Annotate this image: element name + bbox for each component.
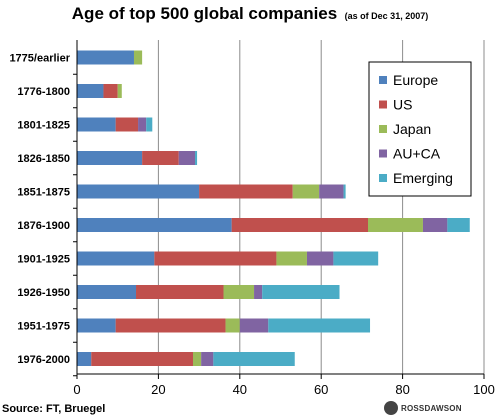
bar-segment-europe — [77, 318, 116, 333]
bar-segment-japan — [368, 218, 423, 232]
brand-mark: ROSSDAWSON — [384, 401, 462, 415]
x-tick-label: 80 — [395, 382, 409, 397]
bar-segment-au-ca — [239, 318, 269, 333]
bar-segment-us — [154, 251, 277, 266]
bar-segment-us — [115, 318, 226, 333]
bar-segment-europe — [77, 251, 155, 266]
y-category-label: 1776-1800 — [17, 86, 70, 98]
legend-swatch — [379, 149, 387, 158]
bar-segment-japan — [133, 50, 143, 65]
bar-segment-japan — [225, 318, 240, 333]
x-tick-label: 20 — [151, 382, 165, 397]
bar-segment-europe — [77, 218, 232, 232]
bar-segment-emerging — [268, 318, 371, 333]
bar-segment-europe — [77, 84, 104, 98]
bar-segment-au-ca — [319, 184, 344, 199]
brand-logo-icon — [384, 401, 398, 415]
bar-segment-japan — [117, 84, 122, 98]
bar-segment-emerging — [195, 151, 198, 165]
x-tick-label: 0 — [73, 382, 80, 397]
x-tick-label: 100 — [473, 382, 495, 397]
bar-segment-emerging — [146, 117, 153, 132]
legend-label: Emerging — [393, 170, 453, 186]
bar-segment-au-ca — [254, 285, 263, 299]
x-tick-label: 60 — [314, 382, 328, 397]
bar-segment-us — [91, 352, 193, 366]
y-category-label: 1801-1825 — [17, 120, 70, 132]
bar-segment-emerging — [213, 352, 295, 366]
legend-swatch — [379, 125, 387, 133]
bar-segment-japan — [276, 251, 307, 266]
bar-segment-europe — [77, 184, 200, 199]
x-tick-label: 40 — [233, 382, 247, 397]
bar-segment-us — [103, 84, 118, 98]
bar-segment-europe — [77, 285, 137, 299]
bar-segment-emerging — [343, 184, 346, 199]
brand-text: ROSSDAWSON — [401, 403, 462, 413]
bar-segment-japan — [292, 184, 320, 199]
bar-segment-au-ca — [138, 117, 147, 132]
bar-segment-emerging — [262, 285, 340, 299]
bar-segment-emerging — [447, 218, 470, 232]
bar-segment-us — [115, 117, 139, 132]
chart-subtitle: (as of Dec 31, 2007) — [344, 11, 429, 21]
bar-segment-europe — [77, 117, 116, 132]
legend-label: AU+CA — [393, 146, 441, 162]
bar-segment-au-ca — [306, 251, 334, 266]
y-category-label: 1826-1850 — [17, 153, 70, 165]
bar-segment-us — [231, 218, 369, 232]
y-category-label: 1976-2000 — [17, 354, 70, 366]
y-category-label: 1901-1925 — [17, 254, 70, 266]
bar-segment-japan — [223, 285, 255, 299]
legend-swatch — [379, 100, 387, 109]
bar-segment-us — [136, 285, 224, 299]
y-category-label: 1951-1975 — [17, 321, 70, 333]
source-note: Source: FT, Bruegel — [2, 403, 106, 415]
chart-title: Age of top 500 global companies — [71, 4, 338, 23]
bar-segment-us — [199, 184, 293, 199]
bar-segment-europe — [77, 352, 92, 366]
bar-segment-us — [142, 151, 179, 165]
legend-swatch — [379, 174, 387, 182]
chart-title-row: Age of top 500 global companies (as of D… — [0, 4, 500, 24]
bar-segment-au-ca — [178, 151, 196, 165]
bar-segment-au-ca — [422, 218, 448, 232]
bar-segment-europe — [77, 151, 143, 165]
y-category-label: 1775/earlier — [9, 53, 70, 65]
y-category-label: 1876-1900 — [17, 220, 70, 232]
bar-segment-emerging — [333, 251, 379, 266]
legend-label: US — [393, 97, 412, 113]
bar-segment-europe — [77, 50, 134, 65]
legend-swatch — [379, 76, 387, 84]
y-category-label: 1926-1950 — [17, 287, 70, 299]
y-category-label: 1851-1875 — [17, 187, 70, 199]
legend-label: Europe — [393, 72, 438, 88]
legend-label: Japan — [393, 121, 431, 137]
bar-segment-au-ca — [201, 352, 214, 366]
bar-segment-japan — [192, 352, 202, 366]
